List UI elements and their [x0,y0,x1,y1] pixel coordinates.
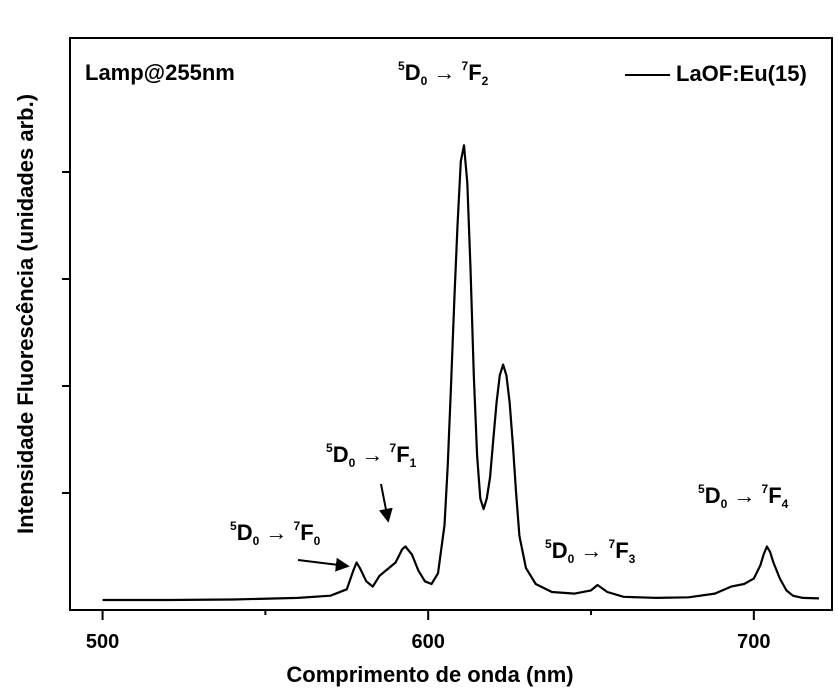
pointer-arrow-f0 [297,557,350,572]
excitation-label: Lamp@255nm [85,60,235,85]
pointer-arrow-f1 [378,483,393,523]
x-tick-label: 700 [737,631,770,653]
transition-label-f0: 5D0 → 7F0 [230,519,321,548]
transition-label-f2: 5D0 → 7F2 [398,59,489,88]
transition-label-f1: 5D0 → 7F1 [326,441,417,470]
transition-label-f3: 5D0 → 7F3 [545,537,636,566]
plot-frame [69,37,833,611]
x-axis-ticks: 500 600 700 [86,610,771,653]
x-axis-title: Comprimento de onda (nm) [286,662,573,687]
y-axis-ticks [62,171,70,494]
transition-label-f4: 5D0 → 7F4 [698,482,789,511]
legend: LaOF:Eu(15) [625,61,807,86]
legend-label: LaOF:Eu(15) [676,61,807,86]
series-line-laof-eu15 [102,144,820,602]
x-tick-label: 500 [86,631,119,653]
x-tick-label: 600 [412,631,445,653]
y-axis-title: Intensidade Fluorescência (unidades arb.… [13,94,38,534]
